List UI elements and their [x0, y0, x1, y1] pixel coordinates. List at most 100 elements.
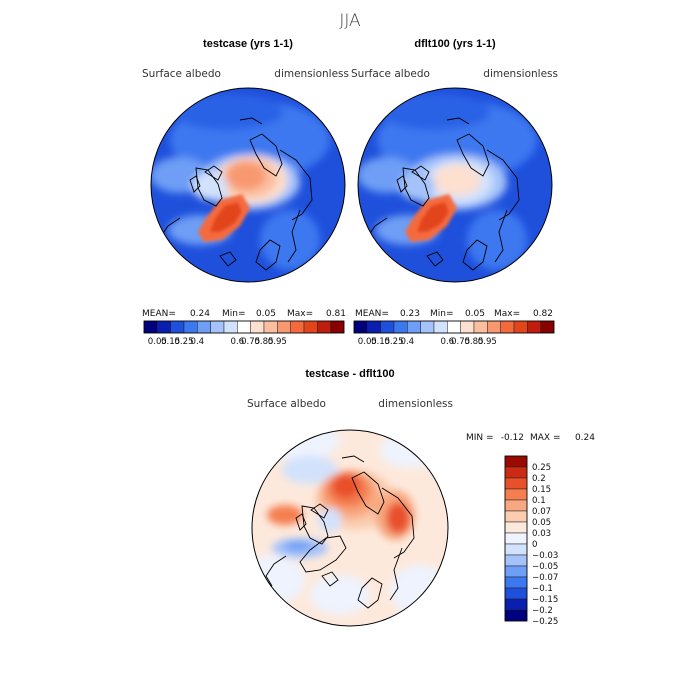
mean-value: 0.23 — [400, 309, 420, 319]
colorbar-tick-label: 0.75 — [241, 337, 260, 347]
colorbar-tick-label: 0 — [532, 540, 537, 550]
colorbar-tick-label: 0.15 — [161, 337, 180, 347]
colorbar-tick-label: 0.4 — [190, 337, 204, 347]
field-label: Surface albedo — [142, 68, 221, 80]
colorbar-tick-label: 0.25 — [174, 337, 193, 347]
panel-dflt100: dflt100 (yrs 1-1) Surface albedo dimensi… — [351, 38, 558, 347]
colorbar-swatch — [504, 477, 528, 490]
colorbar-tick-label: 0.15 — [371, 337, 390, 347]
colorbar-swatch — [504, 598, 528, 611]
colorbar-swatch — [473, 320, 488, 334]
colorbar-swatch — [527, 320, 541, 334]
colorbar-tick-label: 0.95 — [478, 337, 497, 347]
max-value: 0.81 — [326, 309, 346, 319]
colorbar-frame — [504, 455, 528, 622]
min-label: Min= — [222, 309, 246, 319]
colorbar-swatch — [504, 554, 528, 567]
colorbar-swatch — [183, 320, 198, 334]
colorbar-tick-label: 0.25 — [384, 337, 403, 347]
colorbar-swatch — [157, 320, 171, 334]
colorbar-swatch — [504, 576, 528, 589]
panel-title: testcase - dflt100 — [305, 368, 394, 380]
colorbar-tick-label: 0.6 — [440, 337, 454, 347]
units-label: dimensionless — [274, 68, 349, 80]
colorbar-swatch — [487, 320, 501, 334]
polar-map — [358, 88, 552, 282]
colorbar-ticks: 0.050.150.250.4 0.60.750.850.95 — [148, 337, 287, 347]
colorbar-frame — [143, 320, 345, 334]
colorbar-tick-label: 0.15 — [532, 485, 551, 495]
colorbar-swatch — [504, 587, 528, 600]
colorbar-swatch — [407, 320, 421, 334]
colorbar-swatch — [513, 320, 528, 334]
colorbar-tick-label: 0.2 — [532, 474, 546, 484]
colorbar-tick-label: 0.07 — [532, 507, 551, 517]
mean-value: 0.24 — [190, 309, 210, 319]
min-label: Min= — [430, 309, 454, 319]
colorbar-tick-label: −0.2 — [532, 606, 553, 616]
colorbar-swatch — [170, 320, 185, 334]
min-value: 0.05 — [465, 309, 485, 319]
colorbar-swatch — [460, 320, 475, 334]
map-boundary — [357, 87, 553, 283]
colorbar-tick-label: −0.05 — [532, 562, 558, 572]
colorbar-swatch — [367, 320, 381, 334]
greenland-ice — [198, 194, 250, 242]
max-label: MAX = — [530, 433, 561, 443]
colorbar-tick-label: −0.25 — [532, 617, 558, 627]
max-label: Max= — [287, 309, 313, 319]
colorbar — [143, 320, 345, 334]
colorbar-swatch — [277, 320, 291, 334]
units-label: dimensionless — [483, 68, 558, 80]
colorbar-swatch — [250, 320, 265, 334]
min-value: -0.12 — [501, 433, 524, 443]
colorbar-tick-label: 0.85 — [254, 337, 273, 347]
max-value: 0.24 — [575, 433, 595, 443]
colorbar-swatch — [210, 320, 225, 334]
colorbar-ticks: 0.250.20.150.10.070.050.030−0.03−0.05−0.… — [532, 463, 558, 627]
panel-title: dflt100 (yrs 1-1) — [414, 38, 496, 50]
colorbar-tick-label: 0.4 — [400, 337, 414, 347]
colorbar-swatch — [447, 320, 461, 334]
panel-testcase: testcase (yrs 1-1) Surface albedo dimens… — [142, 38, 349, 347]
field-label: Surface albedo — [247, 398, 326, 410]
colorbar-swatch — [504, 532, 528, 545]
colorbar-swatch — [393, 320, 408, 334]
colorbar-swatch — [504, 565, 528, 578]
min-label: MIN = — [466, 433, 494, 443]
polar-map — [252, 430, 448, 626]
colorbar-swatch — [540, 320, 555, 334]
colorbar-swatch — [143, 320, 158, 334]
colorbar-swatch — [223, 320, 238, 334]
colorbar — [353, 320, 555, 334]
colorbar-tick-label: 0.05 — [532, 518, 551, 528]
colorbar-tick-label: −0.1 — [532, 584, 553, 594]
mean-label: MEAN= — [355, 309, 389, 319]
coastlines — [265, 455, 415, 609]
colorbar-tick-label: −0.07 — [532, 573, 558, 583]
colorbar-frame — [353, 320, 555, 334]
colorbar-tick-label: 0.1 — [532, 496, 546, 506]
map-boundary — [150, 87, 346, 283]
panel-title: testcase (yrs 1-1) — [203, 38, 293, 50]
min-value: 0.05 — [256, 309, 276, 319]
colorbar-tick-label: 0.6 — [230, 337, 244, 347]
colorbar-tick-label: 0.85 — [464, 337, 483, 347]
colorbar-swatch — [420, 320, 435, 334]
colorbar-tick-label: 0.95 — [268, 337, 287, 347]
colorbar-swatch — [433, 320, 448, 334]
colorbar-swatch — [290, 320, 305, 334]
colorbar-swatch — [500, 320, 515, 334]
colorbar-swatch — [303, 320, 318, 334]
colorbar-swatch — [380, 320, 395, 334]
map-boundary — [251, 429, 449, 627]
colorbar-tick-label: 0.03 — [532, 529, 551, 539]
colorbar-swatch — [197, 320, 211, 334]
colorbar-tick-label: 0.75 — [451, 337, 470, 347]
colorbar-ticks: 0.050.150.250.4 0.60.750.850.95 — [358, 337, 497, 347]
colorbar-tick-label: −0.15 — [532, 595, 558, 605]
colorbar-swatch — [504, 455, 528, 468]
coastlines — [366, 117, 520, 271]
colorbar-swatch — [504, 488, 528, 501]
